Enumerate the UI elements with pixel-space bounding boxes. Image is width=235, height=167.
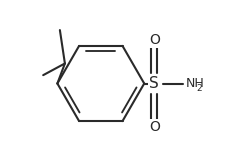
Text: 2: 2 (196, 84, 202, 93)
Text: O: O (149, 33, 160, 47)
Text: O: O (149, 120, 160, 134)
Text: NH: NH (186, 77, 205, 90)
Text: S: S (149, 76, 159, 91)
